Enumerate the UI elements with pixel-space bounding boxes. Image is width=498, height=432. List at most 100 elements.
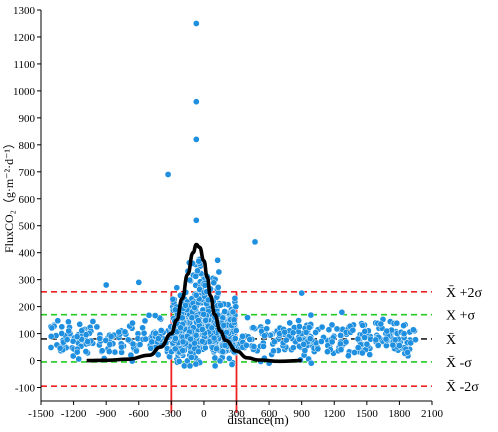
data-point (76, 320, 84, 328)
data-point (239, 332, 246, 340)
data-point (251, 238, 259, 246)
data-point (154, 335, 162, 342)
data-point (102, 281, 110, 289)
data-point (328, 338, 336, 346)
x-tick-label: 1500 (356, 408, 379, 420)
data-point (221, 342, 229, 349)
x-tick-label: -300 (161, 408, 182, 420)
y-tick-label: 1100 (13, 59, 35, 71)
data-point (301, 347, 309, 354)
data-point (295, 335, 303, 343)
data-point (102, 337, 110, 344)
y-tick-label: 200 (19, 302, 36, 314)
y-axis-label: FluxCO₂（g·m⁻²·d⁻¹） (2, 137, 16, 253)
data-point (354, 344, 362, 351)
data-point (63, 336, 71, 343)
data-point (366, 351, 374, 358)
x-tick-label: 1800 (388, 408, 411, 420)
data-point (246, 336, 254, 343)
data-point (349, 326, 357, 334)
data-point (298, 289, 306, 297)
data-point (232, 303, 240, 311)
data-point (65, 327, 73, 335)
data-point (372, 336, 380, 344)
data-point (410, 326, 417, 334)
y-tick-label: 1300 (13, 5, 36, 17)
data-point (191, 304, 199, 312)
data-point (140, 329, 148, 337)
data-point (228, 361, 236, 368)
data-point (48, 324, 56, 332)
data-point (400, 330, 408, 338)
data-point (73, 348, 81, 356)
data-point (73, 333, 81, 340)
y-tick-label: 100 (19, 329, 36, 341)
data-point (261, 332, 268, 340)
data-point (337, 346, 345, 354)
data-point (306, 335, 314, 343)
y-tick-label: 800 (19, 140, 36, 152)
data-point (105, 348, 113, 355)
data-point (195, 317, 202, 324)
data-points-layer (47, 20, 419, 370)
data-point (175, 358, 183, 365)
data-point (82, 348, 90, 355)
data-point (192, 98, 200, 106)
data-point (98, 347, 106, 355)
x-tick-label: -600 (129, 408, 150, 420)
fitted-curve-layer (86, 242, 302, 364)
data-point (363, 340, 371, 348)
data-point (198, 337, 206, 345)
data-point (377, 320, 385, 328)
x-tick-label: 0 (201, 408, 207, 420)
data-point (307, 311, 315, 319)
data-point (211, 354, 219, 362)
y-tick-label: 1000 (13, 86, 36, 98)
data-point (151, 312, 159, 319)
data-point (271, 338, 278, 346)
data-point (230, 316, 238, 324)
data-point (89, 318, 97, 325)
data-point (282, 336, 290, 344)
data-point (400, 322, 407, 329)
data-point (192, 331, 200, 339)
data-point (200, 310, 207, 318)
y-tick-label: -100 (15, 383, 36, 395)
data-point (260, 343, 267, 350)
data-point (164, 171, 172, 178)
data-point (324, 348, 331, 356)
data-point (307, 359, 315, 367)
data-point (172, 335, 179, 342)
data-point (147, 344, 155, 352)
data-point (186, 362, 194, 370)
data-point (210, 334, 218, 342)
data-point (129, 319, 136, 327)
data-point (244, 314, 251, 321)
data-point (135, 279, 143, 286)
data-point (338, 308, 346, 316)
data-point (58, 323, 66, 331)
x-tick-label: 300 (228, 408, 245, 420)
y-tick-label: 400 (19, 248, 36, 260)
data-point (173, 284, 181, 292)
data-point (192, 136, 200, 143)
data-point (195, 257, 203, 265)
data-point (382, 335, 390, 343)
data-point (202, 316, 210, 324)
reference-labels-layer: X̄ +2σ X +σ X̄ X̄ -σ X̄ -2σ (446, 285, 483, 395)
x-axis-label: distance(m) (227, 412, 288, 427)
data-point (229, 308, 237, 316)
data-point (188, 314, 196, 322)
x-tick-label: -1500 (28, 408, 54, 420)
data-point (210, 279, 218, 287)
y-tick-label: 0 (30, 356, 36, 368)
data-point (407, 339, 415, 347)
fitted-curve (86, 242, 302, 364)
data-point (295, 317, 302, 324)
y-tick-label: 700 (19, 167, 36, 179)
reference-label-0: X̄ +2σ (446, 285, 483, 301)
data-point (289, 344, 297, 352)
x-tick-label: 900 (293, 408, 310, 420)
x-tick-label: 1200 (323, 408, 346, 420)
data-point (359, 321, 366, 329)
